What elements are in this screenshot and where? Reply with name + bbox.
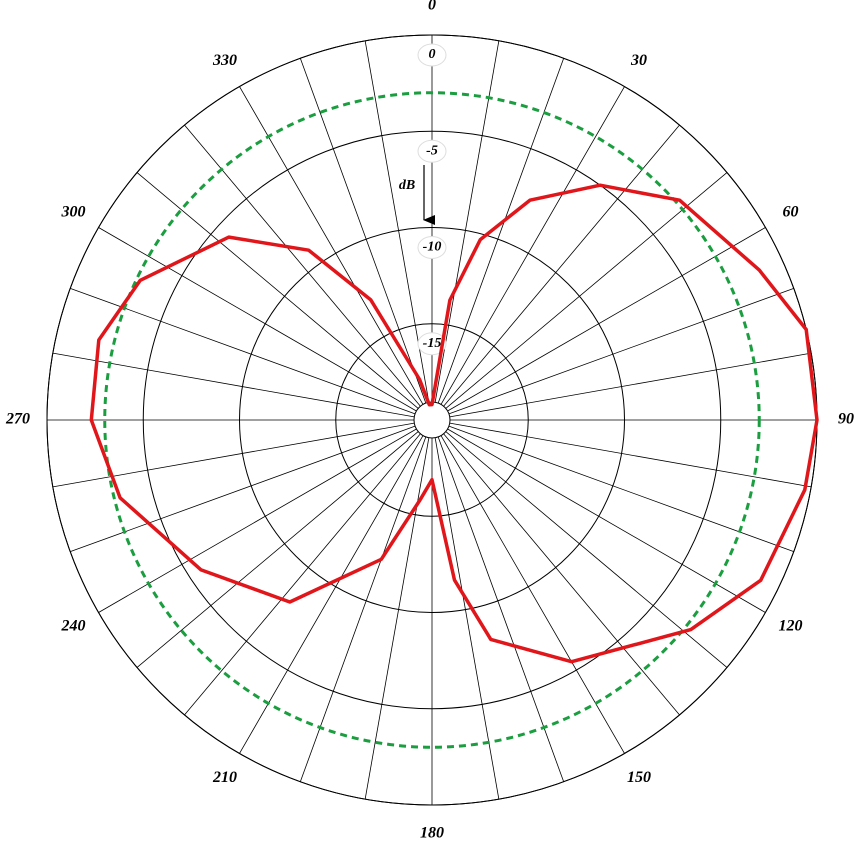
spoke	[448, 425, 794, 553]
r-tick-label-bg	[417, 139, 447, 163]
spoke	[437, 436, 565, 782]
spoke	[445, 172, 728, 409]
spoke	[447, 428, 766, 613]
spoke	[239, 86, 424, 405]
r-axis-label: dB	[399, 178, 415, 193]
r-tick-label-bg	[417, 236, 447, 259]
r-tick-label: -15	[423, 336, 442, 351]
spoke	[52, 352, 415, 418]
r-tick-label-bg	[417, 43, 447, 67]
theta-tick-label: 60	[783, 204, 799, 221]
r-tick-label: -10	[423, 240, 442, 255]
ring	[239, 227, 625, 613]
spoke	[136, 431, 419, 668]
spoke	[136, 172, 419, 409]
spoke	[437, 58, 565, 404]
theta-tick-label: 0	[428, 0, 436, 14]
r-tick-label: 0	[429, 47, 436, 62]
theta-tick-label: 30	[630, 52, 647, 69]
spoke	[449, 352, 812, 418]
spoke	[364, 437, 430, 800]
hole	[413, 401, 451, 439]
spoke	[443, 433, 680, 716]
theta-tick-label: 150	[627, 769, 651, 786]
theta-tick-label: 240	[60, 618, 85, 635]
spoke	[184, 433, 421, 716]
spoke	[98, 428, 417, 613]
spoke	[440, 435, 625, 754]
theta-tick-label: 210	[212, 769, 237, 786]
spoke	[440, 86, 625, 405]
ring	[142, 130, 722, 710]
r-tick-label-bg	[417, 332, 447, 356]
spoke	[448, 287, 794, 415]
ring	[335, 323, 529, 517]
spoke	[239, 435, 424, 754]
theta-tick-label: 180	[420, 825, 444, 841]
theta-tick-label: 270	[5, 411, 30, 428]
pattern-line	[89, 183, 819, 664]
spoke	[449, 422, 812, 488]
spoke	[445, 431, 728, 668]
spoke	[98, 227, 417, 412]
theta-tick-label: 90	[838, 411, 854, 428]
spoke	[447, 227, 766, 412]
spoke	[184, 124, 421, 407]
spoke	[443, 124, 680, 407]
spoke	[70, 425, 416, 553]
spoke	[434, 437, 500, 800]
spoke	[52, 422, 415, 488]
theta-tick-label: 120	[779, 618, 803, 635]
spoke	[70, 287, 416, 415]
r-tick-label: -5	[426, 143, 438, 158]
theta-tick-label: 330	[212, 52, 237, 69]
spoke	[299, 58, 427, 404]
theta-tick-label: 300	[60, 204, 85, 221]
spoke	[299, 436, 427, 782]
reference-circle	[103, 91, 761, 749]
